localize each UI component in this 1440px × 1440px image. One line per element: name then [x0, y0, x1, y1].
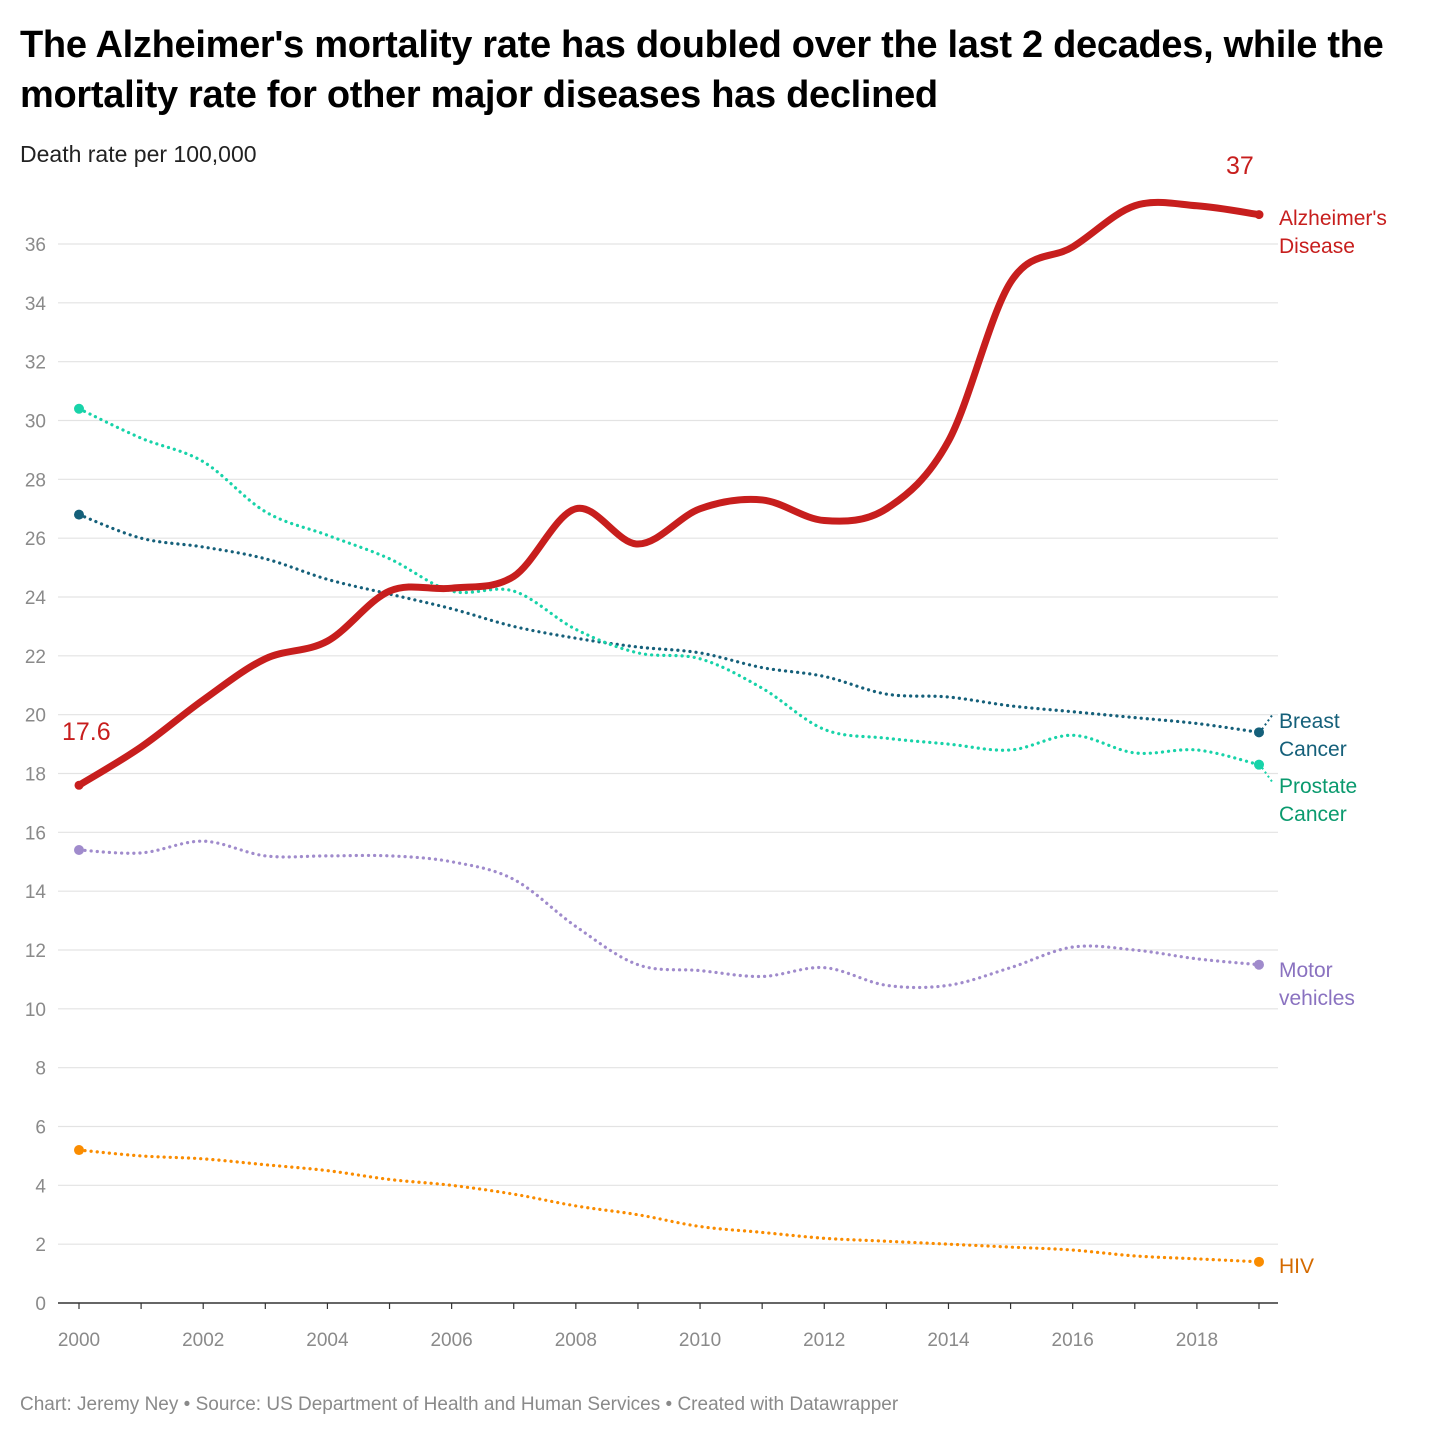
x-tick-label: 2008 — [555, 1330, 597, 1351]
x-tick-label: 2002 — [182, 1330, 224, 1351]
data-point-breast-cancer — [1254, 727, 1264, 738]
data-point-motor-vehicles — [1254, 959, 1264, 970]
y-tick-label: 28 — [25, 470, 46, 491]
y-tick-label: 8 — [35, 1059, 46, 1080]
y-tick-label: 18 — [25, 765, 46, 786]
y-axis-title: Death rate per 100,000 — [20, 141, 257, 167]
y-tick-label: 6 — [35, 1118, 46, 1139]
series-label-motor-vehicles: vehicles — [1279, 987, 1355, 1010]
series-line-hiv — [77, 1148, 1261, 1264]
y-tick-label: 4 — [35, 1176, 46, 1197]
y-tick-label: 20 — [25, 706, 46, 727]
data-point-alzheimer-s-disease — [1254, 210, 1264, 220]
series-label-prostate-cancer: Cancer — [1279, 803, 1347, 826]
y-tick-label: 22 — [25, 647, 46, 668]
data-point-prostate-cancer — [1254, 759, 1264, 770]
series-label-motor-vehicles: Motor — [1279, 959, 1333, 982]
series-line-motor-vehicles — [77, 839, 1261, 990]
y-tick-label: 34 — [25, 294, 47, 315]
data-point-alzheimer-s-disease — [74, 780, 84, 790]
y-tick-label: 26 — [25, 529, 46, 550]
y-tick-label: 32 — [25, 353, 46, 374]
series-label-breast-cancer: Cancer — [1279, 738, 1347, 761]
series-label-alzheimer-s-disease: Alzheimer's — [1279, 207, 1387, 230]
series-label-breast-cancer: Breast — [1279, 710, 1340, 733]
label-connector — [1261, 767, 1274, 784]
chart-footer: Chart: Jeremy Ney • Source: US Departmen… — [20, 1394, 899, 1415]
label-connector — [1261, 713, 1274, 730]
series-line-breast-cancer — [77, 513, 1261, 734]
y-tick-label: 12 — [25, 941, 46, 962]
y-tick-label: 2 — [35, 1235, 46, 1256]
x-tick-label: 2012 — [803, 1330, 845, 1351]
data-point-breast-cancer — [74, 509, 84, 520]
data-point-prostate-cancer — [74, 403, 84, 414]
y-tick-label: 24 — [25, 588, 47, 609]
value-annotation-start: 17.6 — [62, 718, 111, 746]
data-point-hiv — [74, 1145, 84, 1156]
x-tick-label: 2014 — [927, 1330, 970, 1351]
data-point-motor-vehicles — [74, 844, 84, 855]
x-tick-label: 2016 — [1052, 1330, 1094, 1351]
data-point-hiv — [1254, 1256, 1264, 1267]
x-tick-label: 2006 — [430, 1330, 472, 1351]
series-line-prostate-cancer — [77, 407, 1261, 767]
series-line-alzheimer-s-disease — [75, 198, 1263, 789]
x-tick-label: 2010 — [679, 1330, 721, 1351]
series-label-prostate-cancer: Prostate — [1279, 775, 1357, 798]
y-tick-label: 0 — [35, 1294, 46, 1315]
series-label-hiv: HIV — [1279, 1255, 1314, 1278]
y-tick-label: 36 — [25, 235, 46, 256]
chart-title: The Alzheimer's mortality rate has doubl… — [20, 24, 1384, 116]
x-tick-label: 2004 — [306, 1330, 349, 1351]
x-tick-label: 2000 — [58, 1330, 100, 1351]
y-tick-label: 16 — [25, 823, 46, 844]
value-annotation-end: 37 — [1226, 152, 1254, 180]
x-tick-label: 2018 — [1176, 1330, 1218, 1351]
y-tick-label: 30 — [25, 412, 46, 433]
y-tick-label: 10 — [25, 1000, 46, 1021]
y-tick-label: 14 — [25, 882, 47, 903]
series-label-alzheimer-s-disease: Disease — [1279, 235, 1355, 258]
